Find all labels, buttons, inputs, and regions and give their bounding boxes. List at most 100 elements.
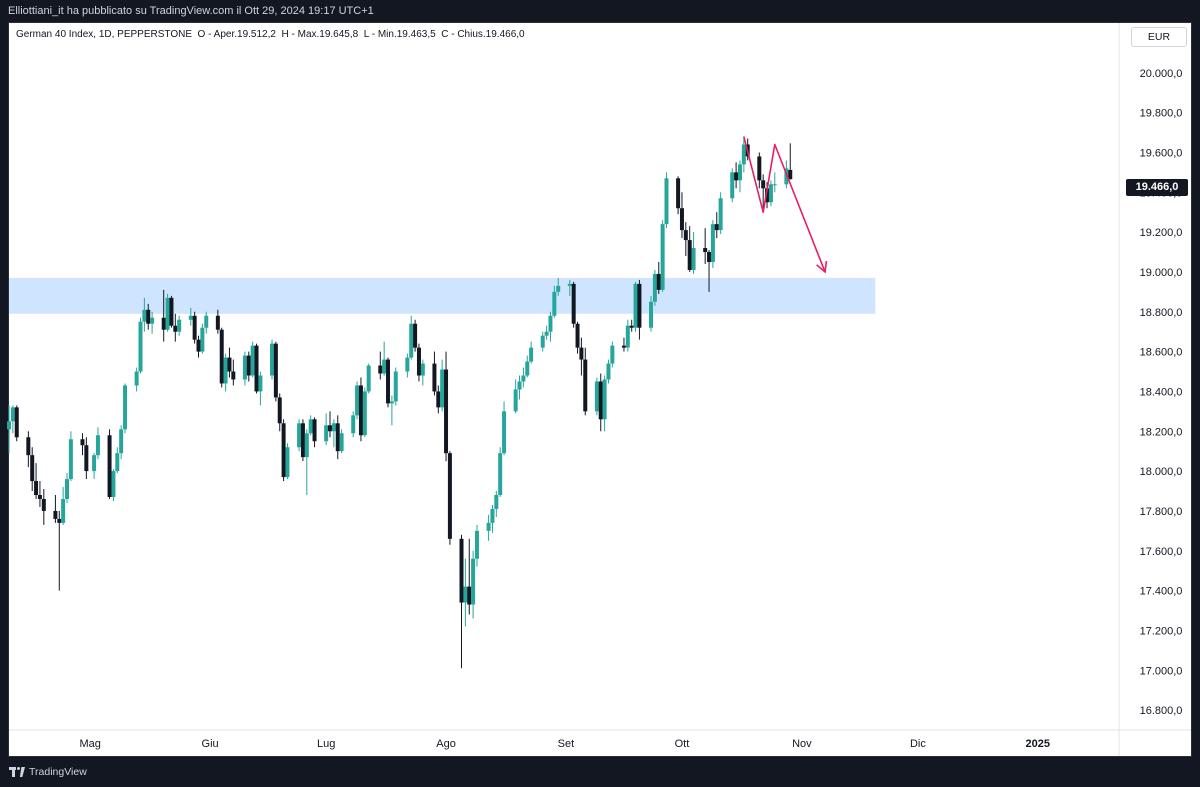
candle-body	[227, 357, 232, 372]
candle-body	[386, 359, 391, 404]
candle-body	[463, 586, 468, 603]
candle-body	[223, 357, 228, 384]
candle-body	[633, 283, 638, 328]
candle-body	[68, 439, 73, 480]
candle-body	[765, 188, 770, 203]
candle-body	[552, 291, 557, 316]
candle-body	[502, 411, 507, 454]
candle-body	[231, 371, 236, 380]
candle-body	[486, 522, 491, 531]
y-tick-label: 20.000,0	[1140, 68, 1183, 80]
candle-body	[687, 240, 692, 270]
projection-arrow-path[interactable]	[743, 136, 826, 273]
candle-body	[594, 381, 599, 412]
candle-body	[150, 317, 155, 324]
candle-body	[389, 401, 394, 404]
candle-body	[683, 230, 688, 241]
candle-body	[517, 381, 522, 390]
candle-body	[761, 180, 766, 189]
candle-body	[366, 365, 371, 392]
candle-body	[285, 447, 290, 478]
candle-body	[625, 325, 630, 348]
candle-body	[436, 391, 441, 408]
y-tick-label: 19.000,0	[1140, 267, 1183, 279]
candle-body	[730, 172, 735, 199]
candle-body	[84, 445, 89, 472]
candle-body	[119, 429, 124, 454]
candle-body	[34, 481, 39, 495]
candle-body	[575, 323, 580, 348]
candle-body	[513, 389, 518, 412]
footer-bar: TradingView	[0, 757, 1200, 787]
candle-body	[53, 510, 58, 519]
candle-body	[269, 343, 274, 376]
x-tick-label: Lug	[317, 738, 335, 750]
candle-body	[355, 385, 360, 416]
candle-body	[467, 586, 472, 605]
candle-body	[447, 453, 452, 539]
candle-body	[621, 345, 626, 348]
candle-body	[710, 224, 715, 262]
candle-body	[30, 455, 35, 482]
candle-body	[339, 433, 344, 452]
publisher-bar: Elliottiani_it ha pubblicato su TradingV…	[0, 0, 1200, 22]
candle-body	[297, 423, 302, 448]
candle-body	[215, 315, 220, 330]
candle-body	[788, 169, 793, 180]
candle-body	[138, 321, 143, 372]
candle-body	[378, 365, 383, 374]
resistance-zone[interactable]	[9, 277, 876, 314]
candle-body	[413, 323, 418, 348]
candle-body	[714, 224, 719, 231]
candle-body	[757, 156, 762, 181]
candle-body	[328, 425, 333, 432]
candle-body	[41, 498, 46, 511]
currency-button[interactable]: EUR	[1131, 27, 1187, 47]
candle-body	[420, 363, 425, 376]
candle-body	[161, 317, 166, 330]
y-tick-label: 18.800,0	[1140, 307, 1183, 319]
candle-body	[474, 530, 479, 559]
y-tick-label: 19.200,0	[1140, 227, 1183, 239]
candle-body	[304, 433, 309, 458]
candle-body	[490, 508, 495, 523]
candle-body	[571, 283, 576, 324]
y-tick-label: 18.200,0	[1140, 426, 1183, 438]
candle-body	[579, 347, 584, 360]
candle-body	[737, 164, 742, 181]
candle-body	[548, 315, 553, 332]
candle-body	[583, 359, 588, 412]
x-tick-label: Giu	[202, 738, 219, 750]
candle-body	[784, 168, 789, 185]
candle-body	[324, 425, 329, 442]
candle-body	[188, 315, 193, 320]
tradingview-logo-text: TradingView	[29, 766, 87, 778]
candle-body	[123, 385, 128, 430]
candle-body	[741, 144, 746, 165]
candle-body	[254, 345, 259, 392]
candle-body	[173, 325, 178, 332]
candle-body	[169, 297, 174, 326]
candle-body	[382, 359, 387, 374]
x-tick-label: Mag	[80, 738, 101, 750]
candle-body	[204, 315, 209, 328]
tradingview-logo[interactable]: TradingView	[9, 766, 87, 778]
candle-body	[192, 315, 197, 340]
candle-body	[703, 248, 708, 253]
candle-body	[459, 538, 464, 603]
y-tick-label: 16.800,0	[1140, 705, 1183, 717]
y-tick-label: 17.200,0	[1140, 625, 1183, 637]
candle-body	[57, 518, 62, 523]
candle-body	[629, 325, 634, 328]
y-tick-label: 19.800,0	[1140, 108, 1183, 120]
candle-body	[177, 319, 182, 332]
y-tick-label: 18.600,0	[1140, 347, 1183, 359]
candle-body	[196, 339, 201, 352]
candle-body	[409, 323, 414, 358]
candle-body	[10, 407, 15, 422]
candle-body	[308, 419, 313, 434]
candle-body	[540, 335, 545, 348]
x-tick-label: 2025	[1026, 738, 1050, 750]
candle-body	[200, 327, 205, 352]
